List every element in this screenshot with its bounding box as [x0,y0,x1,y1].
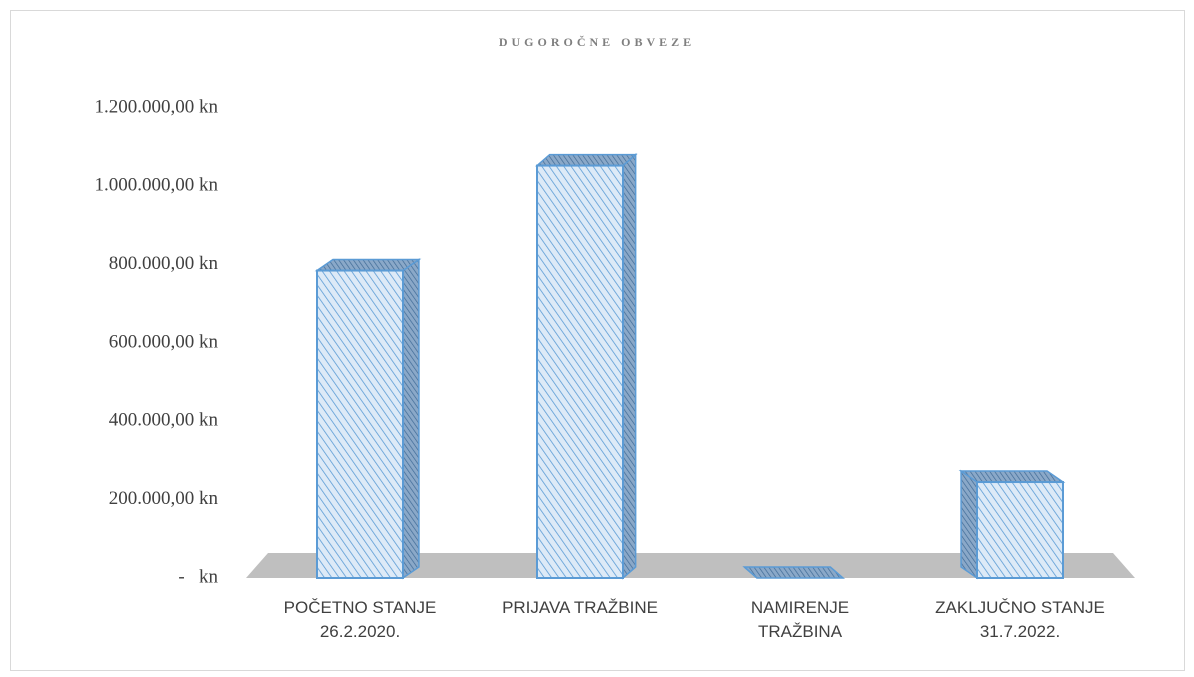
y-tick-label: 1.200.000,00 kn [95,96,219,117]
bar-side [960,469,978,580]
x-tick-label: PRIJAVA TRAŽBINE [502,598,658,617]
x-tick-label: ZAKLJUČNO STANJE 31.7.2022. [935,598,1105,641]
y-tick-label: 600.000,00 kn [109,331,219,352]
bar [976,481,1064,579]
x-tick-label: NAMIRENJE TRAŽBINA [750,598,850,641]
y-tick-label: 400.000,00 kn [109,410,219,431]
bar [316,269,404,579]
floor [246,553,1135,578]
x-tick-label: POČETNO STANJE 26.2.2020. [283,598,437,641]
bar-top [958,470,1066,483]
bar-side [622,152,637,580]
y-tick-label: 200.000,00 kn [109,488,219,509]
bar-side [402,258,420,580]
bar [536,164,624,579]
bar-top [742,566,846,579]
bar-top [534,153,638,167]
y-tick-label: - kn [178,566,218,587]
y-tick-label: 1.000.000,00 kn [95,175,219,196]
bar-top [314,258,422,272]
chart-border [10,10,1185,671]
y-tick-label: 800.000,00 kn [109,253,219,274]
chart-title: DUGOROČNE OBVEZE [499,35,695,49]
